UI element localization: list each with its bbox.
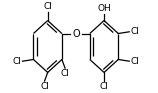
Text: Cl: Cl [13,57,22,66]
Text: Cl: Cl [130,27,139,36]
Text: Cl: Cl [100,82,109,91]
Text: O: O [72,29,80,39]
Text: Cl: Cl [40,82,49,91]
Text: Cl: Cl [61,69,70,78]
Text: OH: OH [97,4,111,13]
Text: Cl: Cl [130,57,139,66]
Text: Cl: Cl [43,2,52,11]
